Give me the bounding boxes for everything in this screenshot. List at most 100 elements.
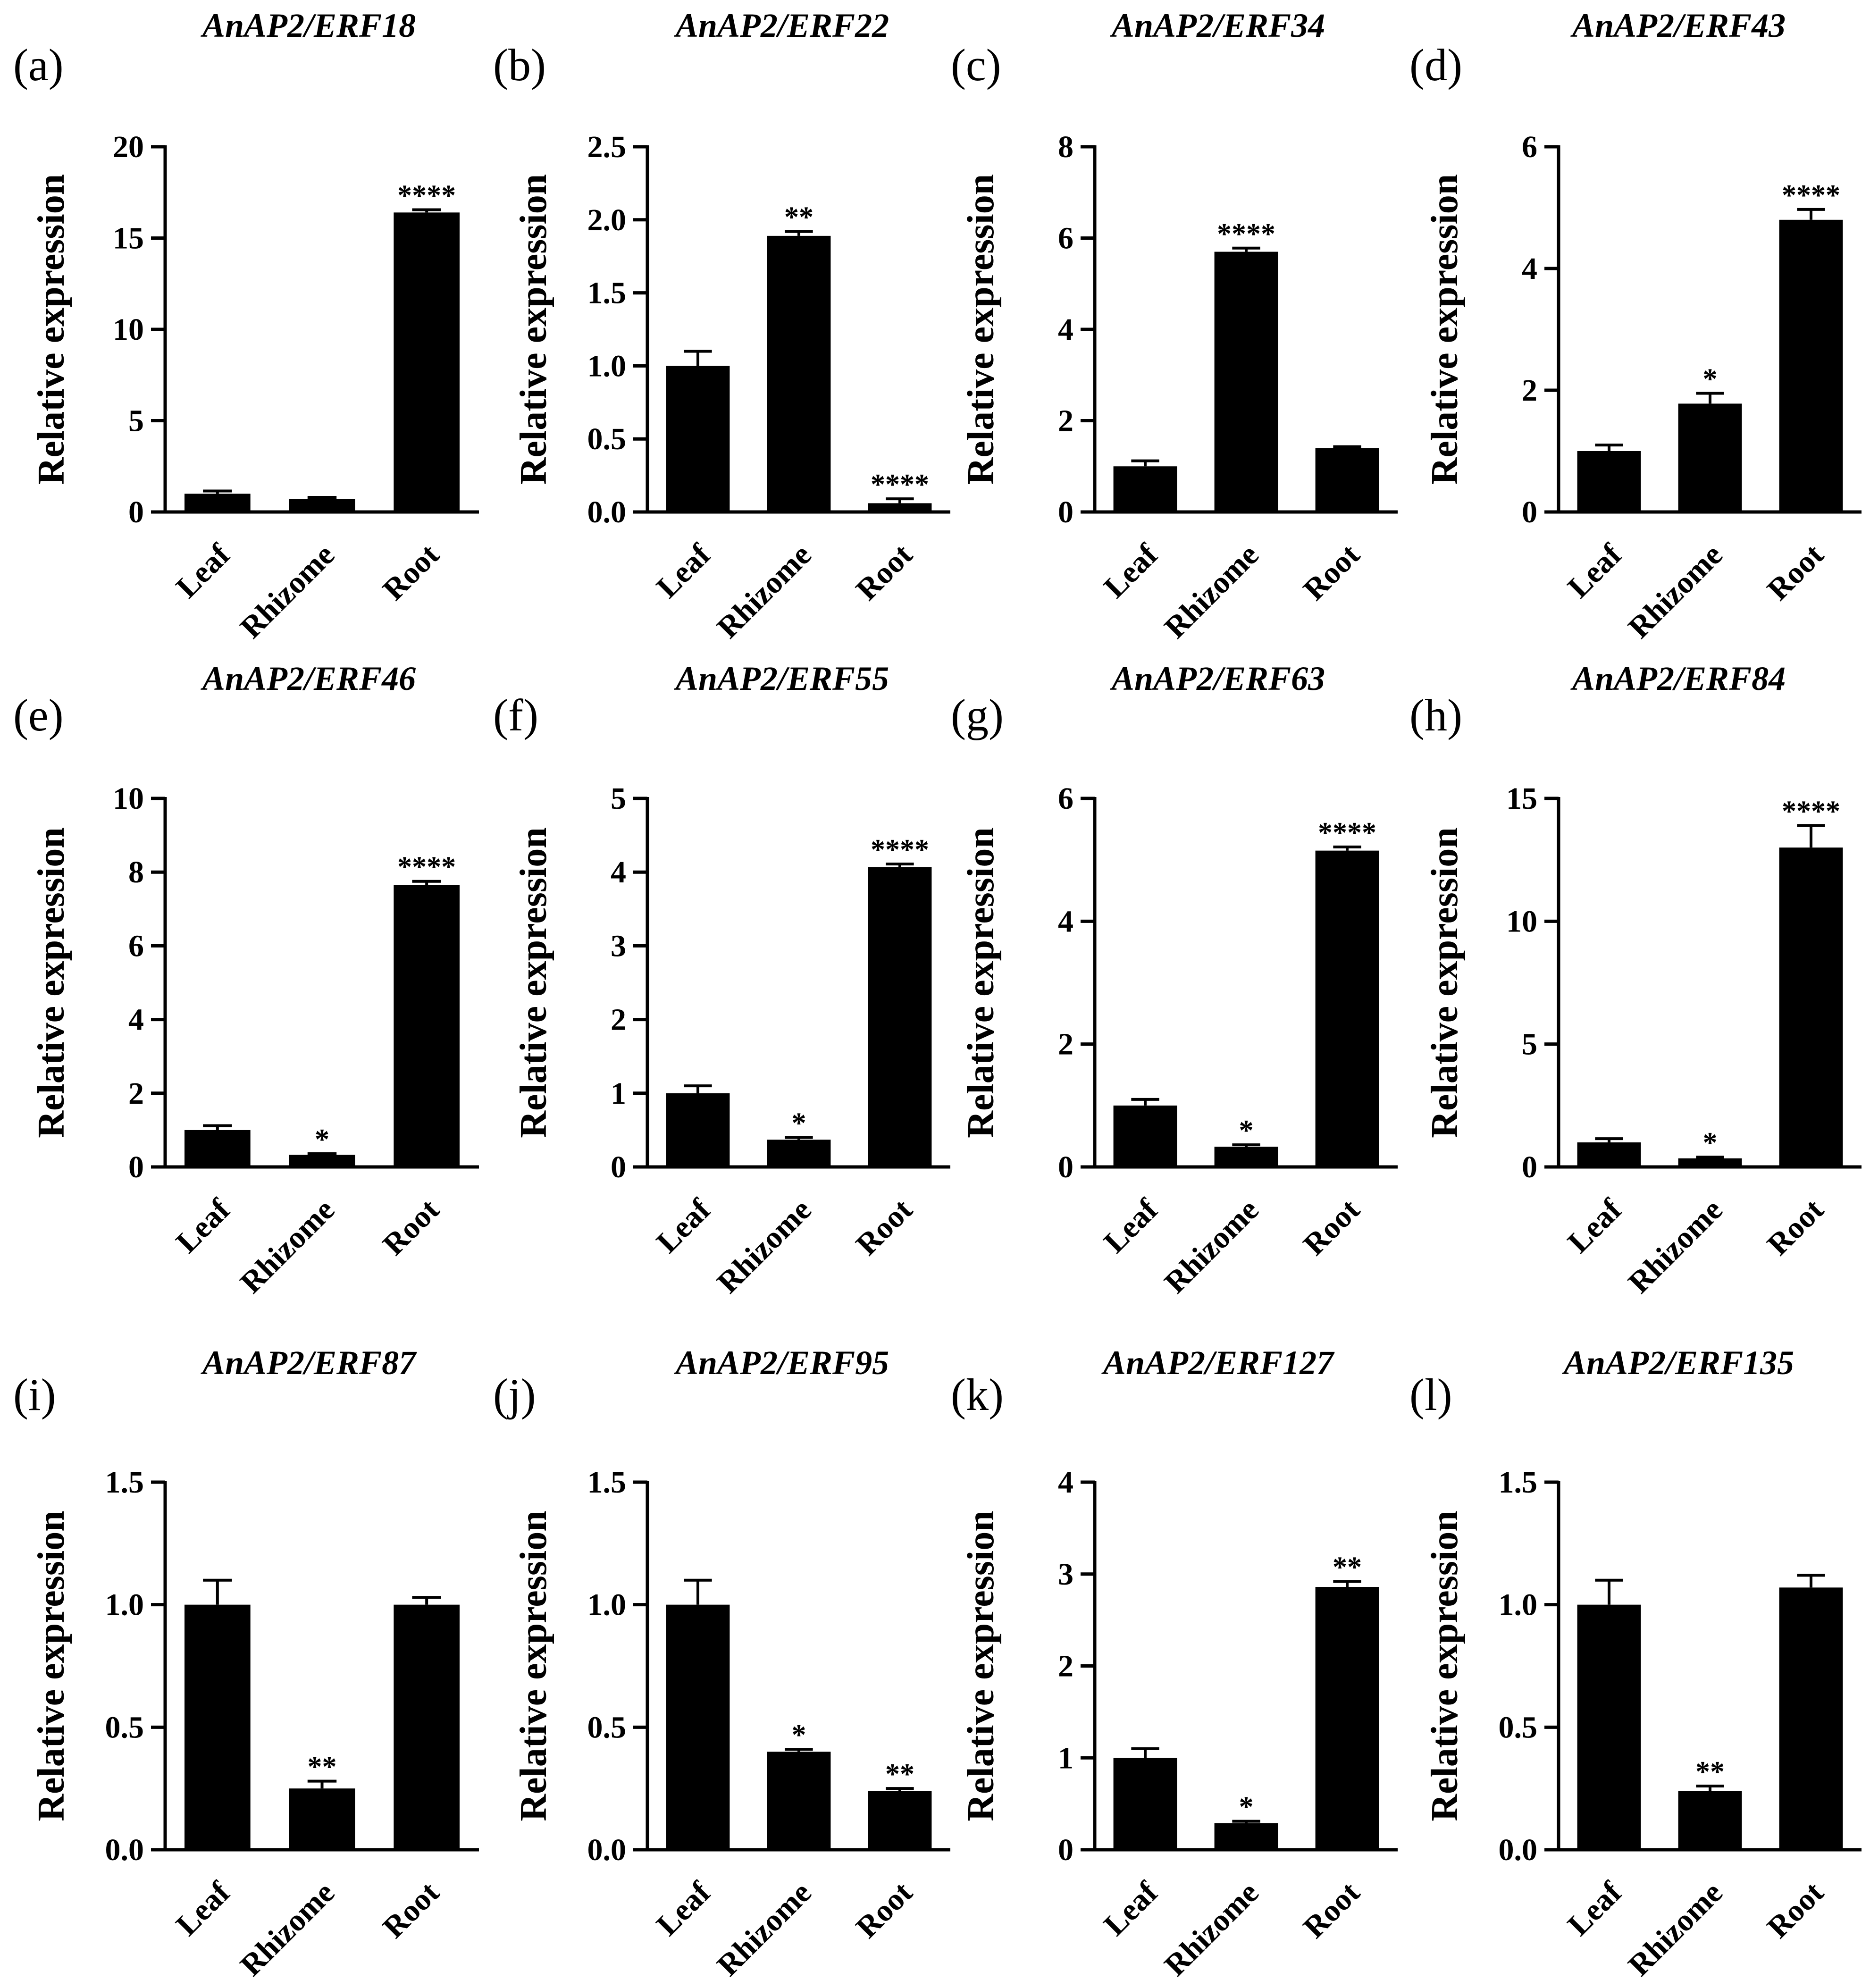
y-tick-label: 3	[1058, 1557, 1073, 1592]
y-tick-label: 5	[128, 404, 144, 438]
bar-leaf	[666, 1093, 730, 1167]
x-tick-label: Rhizome	[1622, 1875, 1729, 1983]
significance-marker: ****	[397, 851, 456, 883]
bar-root	[394, 1604, 460, 1850]
y-tick-label: 0.0	[587, 1833, 627, 1867]
x-tick-label: Leaf	[650, 1192, 717, 1259]
y-tick-label: 1.5	[587, 1465, 627, 1500]
x-tick-label: Leaf	[650, 537, 717, 604]
x-tick-label: Rhizome	[1158, 537, 1266, 645]
chart-title: AnAP2/ERF18	[201, 7, 416, 44]
bar-leaf	[1577, 1604, 1641, 1850]
x-tick-label: Leaf	[1097, 537, 1165, 604]
y-axis-label: Relative expression	[513, 1510, 554, 1821]
chart-title: AnAP2/ERF84	[1570, 660, 1786, 697]
chart-panel-l: (l) AnAP2/ERF135 Relative expression 0.0 0.5…	[1409, 1344, 1862, 1983]
bar-root	[394, 885, 460, 1167]
significance-marker: *	[792, 1719, 806, 1751]
x-tick-label: Root	[376, 537, 446, 607]
x-tick-label: Root	[376, 1875, 446, 1945]
y-tick-label: 1.5	[587, 276, 627, 310]
y-axis-label: Relative expression	[960, 174, 1002, 485]
bar-root	[1779, 847, 1843, 1167]
y-tick-label: 1.5	[1499, 1465, 1538, 1500]
significance-marker: ****	[1217, 218, 1275, 250]
x-tick-label: Leaf	[1561, 1875, 1628, 1942]
panel-label: (a)	[13, 40, 64, 90]
bar-rhizome	[1678, 403, 1742, 512]
significance-marker: ****	[1782, 179, 1840, 211]
y-tick-label: 8	[1058, 130, 1073, 164]
y-tick-label: 10	[113, 781, 144, 816]
y-tick-label: 2	[1522, 373, 1537, 408]
significance-marker: **	[784, 201, 813, 234]
significance-marker: *	[1239, 1115, 1254, 1147]
significance-marker: ****	[871, 469, 929, 501]
significance-marker: ****	[871, 834, 929, 866]
y-tick-label: 2	[611, 1003, 626, 1037]
x-tick-label: Leaf	[1097, 1192, 1165, 1259]
y-tick-label: 4	[1058, 1465, 1073, 1500]
significance-marker: *	[1703, 363, 1718, 395]
x-tick-label: Root	[849, 1192, 919, 1262]
bar-root	[1315, 1587, 1379, 1850]
y-tick-label: 4	[1058, 904, 1073, 939]
bar-root	[868, 867, 932, 1167]
y-tick-label: 15	[113, 221, 144, 256]
bar-root	[1315, 850, 1379, 1167]
chart-title: AnAP2/ERF127	[1101, 1344, 1335, 1382]
y-tick-label: 2.0	[587, 203, 627, 237]
panel-label: (d)	[1409, 40, 1462, 90]
bar-rhizome	[289, 1788, 355, 1850]
significance-marker: *	[1703, 1127, 1718, 1159]
y-tick-label: 2.5	[587, 130, 627, 164]
bar-root	[1779, 219, 1843, 512]
bar-root	[868, 503, 932, 512]
x-tick-label: Leaf	[650, 1875, 717, 1942]
x-tick-label: Leaf	[169, 1192, 237, 1259]
x-tick-label: Leaf	[169, 1875, 237, 1942]
y-tick-label: 4	[1522, 252, 1537, 286]
y-tick-label: 4	[611, 855, 626, 889]
bar-rhizome	[767, 235, 831, 512]
chart-title: AnAP2/ERF87	[201, 1344, 417, 1382]
bar-leaf	[1577, 1142, 1641, 1167]
bar-rhizome	[767, 1752, 831, 1850]
panel-label: (g)	[951, 690, 1004, 740]
bar-root	[1779, 1587, 1843, 1850]
chart-panel-e: (e) AnAP2/ERF46 Relative expression 0 2 4 6 8 10…	[13, 660, 479, 1300]
bar-rhizome	[1678, 1158, 1742, 1167]
y-tick-label: 2	[1058, 404, 1073, 438]
chart-title: AnAP2/ERF95	[674, 1344, 889, 1382]
significance-marker: ****	[397, 180, 456, 212]
y-tick-label: 1.0	[105, 1588, 144, 1622]
bar-root	[1315, 448, 1379, 512]
y-tick-label: 0.5	[587, 422, 627, 456]
y-tick-label: 1	[1058, 1741, 1073, 1775]
x-tick-label: Rhizome	[1158, 1875, 1266, 1983]
bar-root	[394, 212, 460, 512]
chart-panel-k: (k) AnAP2/ERF127 Relative expression 0 1 2 3 4 L…	[951, 1344, 1398, 1983]
y-tick-label: 6	[128, 929, 144, 963]
significance-marker: **	[308, 1751, 337, 1783]
bar-leaf	[1113, 1758, 1177, 1850]
x-tick-label: Root	[849, 1875, 919, 1945]
y-axis-label: Relative expression	[31, 174, 72, 485]
y-axis-label: Relative expression	[1424, 174, 1466, 485]
x-tick-label: Root	[849, 537, 919, 607]
y-tick-label: 10	[1506, 904, 1537, 939]
bar-rhizome	[1678, 1791, 1742, 1850]
y-tick-label: 4	[128, 1003, 144, 1037]
bar-rhizome	[767, 1140, 831, 1167]
chart-panel-g: (g) AnAP2/ERF63 Relative expression 0 2 4 6 Lea…	[951, 660, 1398, 1300]
x-tick-label: Rhizome	[234, 1192, 341, 1300]
chart-panel-f: (f) AnAP2/ERF55 Relative expression 0 1 2 3 4 5 L…	[493, 660, 950, 1300]
y-tick-label: 2	[1058, 1027, 1073, 1062]
significance-marker: ****	[1318, 817, 1376, 849]
bar-rhizome	[289, 499, 355, 512]
x-tick-label: Root	[376, 1192, 446, 1262]
significance-marker: **	[1333, 1551, 1362, 1583]
x-tick-label: Rhizome	[711, 537, 818, 645]
bar-leaf	[666, 366, 730, 512]
